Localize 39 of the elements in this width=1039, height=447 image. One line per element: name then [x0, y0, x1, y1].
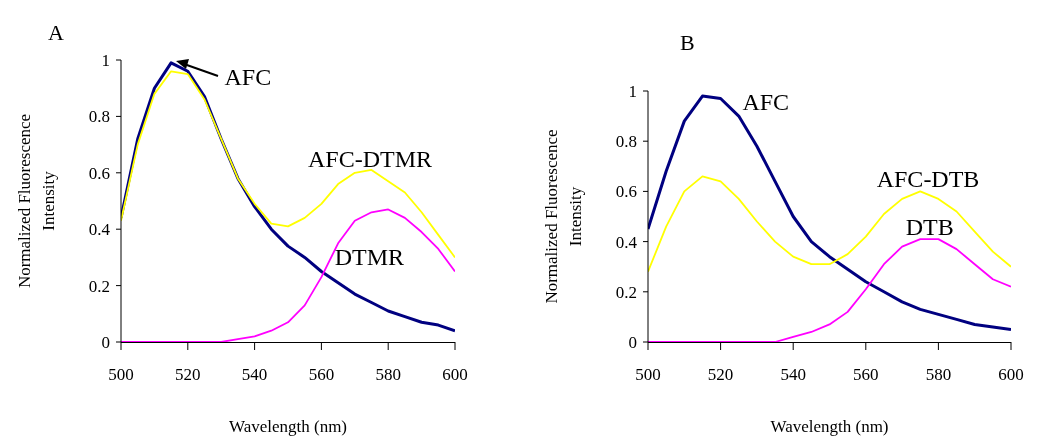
x-tick-label: 600	[998, 365, 1024, 385]
x-tick-label: 500	[108, 365, 134, 385]
series-label: AFC	[224, 63, 272, 90]
x-tick-label: 520	[707, 365, 734, 385]
y-axis-title: Normalized Fluorescence Intensity	[15, 113, 58, 289]
y-tick-label: 0.8	[88, 107, 110, 127]
y-tick-label: 0.4	[88, 220, 111, 240]
x-tick-label: 520	[175, 365, 201, 385]
y-tick-label: 0.2	[88, 276, 110, 296]
x-tick-label: 600	[442, 365, 468, 385]
y-tick-label: 0	[628, 333, 637, 353]
line-series	[121, 208, 455, 342]
line-series	[648, 238, 1011, 342]
y-tick-label: 1	[101, 51, 110, 71]
x-tick-label: 540	[780, 365, 806, 385]
x-tick-label: 580	[375, 365, 401, 385]
x-axis-title: Wavelength (nm)	[770, 417, 889, 436]
y-tick-label: 1	[628, 82, 637, 102]
x-tick-label: 540	[241, 365, 268, 385]
y-tick-label: 0.2	[615, 282, 637, 302]
chart-title: B	[680, 30, 695, 56]
series-label: DTMR	[334, 244, 405, 271]
y-tick-label: 0.8	[615, 132, 637, 152]
x-tick-label: 580	[925, 365, 952, 385]
y-axis-title: Normalized Fluorescence Intensity	[542, 129, 585, 304]
x-tick-label: 560	[853, 365, 879, 385]
x-tick-label: 500	[635, 365, 661, 385]
series-label: DTB	[905, 213, 954, 240]
x-tick-label: 560	[308, 365, 335, 385]
chart-title: A	[48, 20, 64, 46]
x-axis-title: Wavelength (nm)	[228, 417, 348, 436]
y-tick-label: 0	[101, 333, 110, 353]
line-series	[648, 94, 1011, 331]
series-label: AFC-DTMR	[308, 145, 433, 172]
y-tick-label: 0.4	[615, 232, 638, 252]
series-label: AFC-DTB	[876, 165, 980, 192]
series-label: AFC	[742, 89, 790, 116]
y-tick-label: 0.6	[88, 163, 110, 183]
y-tick-label: 0.6	[615, 182, 637, 202]
